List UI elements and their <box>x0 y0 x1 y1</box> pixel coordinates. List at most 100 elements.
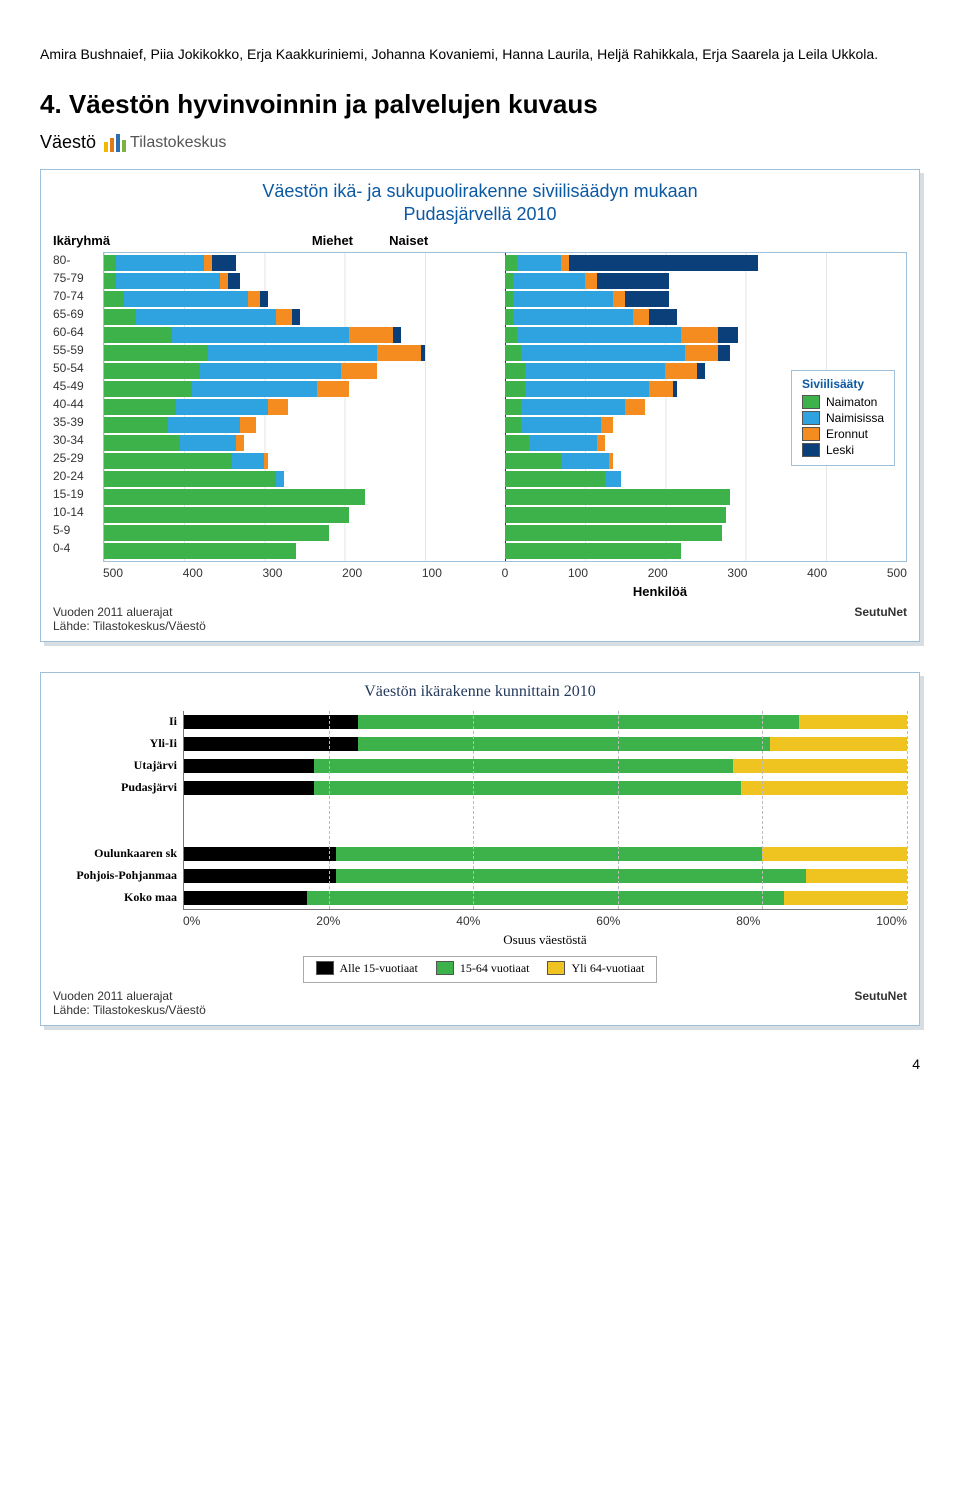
chart1-panel: Väestön ikä- ja sukupuolirakenne siviili… <box>40 169 920 642</box>
legend-label: Naimaton <box>826 395 877 409</box>
chart1-female-label: Naiset <box>389 233 428 248</box>
chart1-ylabel: 0-4 <box>53 540 103 556</box>
chart1-row <box>104 417 906 433</box>
chart1-ylabel: 50-54 <box>53 360 103 376</box>
tilastokeskus-logo: Tilastokeskus <box>104 134 226 152</box>
chart2-xtick: 60% <box>596 914 620 928</box>
legend-item: Alle 15-vuotiaat <box>316 961 418 976</box>
chart2-row <box>184 887 907 909</box>
chart1-row <box>104 381 906 397</box>
chart2-xtick: 0% <box>183 914 200 928</box>
chart1-ylabel: 30-34 <box>53 432 103 448</box>
chart1-row <box>104 543 906 559</box>
intro-paragraph: Amira Bushnaief, Piia Jokikokko, Erja Ka… <box>40 44 920 65</box>
chart2-ylabel: Pohjois-Pohjanmaa <box>53 865 183 887</box>
chart1-ylabel: 35-39 <box>53 414 103 430</box>
chart1-row <box>104 453 906 469</box>
chart1-legend: Siviilisääty Naimaton Naimisissa Eronnut Le… <box>791 370 895 466</box>
chart1-legend-title: Siviilisääty <box>802 377 884 391</box>
subsection-row: Väestö Tilastokeskus <box>40 132 920 153</box>
chart1-xtick: 0 <box>502 566 509 580</box>
chart1-ylabel: 25-29 <box>53 450 103 466</box>
chart1-xtick: 500 <box>887 566 907 580</box>
chart1-ylabels: 80-75-7970-7465-6960-6455-5950-5445-4940… <box>53 252 103 562</box>
legend-label: Naimisissa <box>826 411 884 425</box>
chart1-ylabel: 20-24 <box>53 468 103 484</box>
chart1-row <box>104 471 906 487</box>
chart2-ylabels: IiYli-IiUtajärviPudasjärviOulunkaaren sk… <box>53 711 183 910</box>
chart1-footer-l1: Vuoden 2011 aluerajat <box>53 605 206 619</box>
chart1-xtick: 100 <box>422 566 442 580</box>
legend-swatch <box>802 411 820 425</box>
legend-item: Naimaton <box>802 395 884 409</box>
legend-item: Eronnut <box>802 427 884 441</box>
chart1-male-label: Miehet <box>312 233 353 248</box>
chart2-xaxis: 0% 20% 40% 60% 80% 100% <box>183 914 907 928</box>
chart2-footer-l2: Lähde: Tilastokeskus/Väestö <box>53 1003 206 1017</box>
chart2-row <box>184 865 907 887</box>
chart2-legend: Alle 15-vuotiaat15-64 vuotiaatYli 64-vuo… <box>303 956 658 983</box>
chart1-plot-area <box>103 252 907 562</box>
chart2-title: Väestön ikärakenne kunnittain 2010 <box>53 683 907 701</box>
chart1-row <box>104 255 906 271</box>
chart2-row <box>184 733 907 755</box>
chart2-xtick: 20% <box>316 914 340 928</box>
chart1-row <box>104 345 906 361</box>
chart2-row <box>184 777 907 799</box>
chart1-title-l2: Pudasjärvellä 2010 <box>53 203 907 226</box>
chart1-row <box>104 525 906 541</box>
chart1-xtick: 200 <box>648 566 668 580</box>
chart1-xaxis-label: Henkilöä <box>413 584 907 599</box>
chart2-row <box>184 711 907 733</box>
chart1-row <box>104 327 906 343</box>
chart1-ylabel: 45-49 <box>53 378 103 394</box>
legend-swatch <box>802 443 820 457</box>
chart2-row <box>184 843 907 865</box>
chart2-xtick: 80% <box>736 914 760 928</box>
chart2-ylabel: Yli-Ii <box>53 733 183 755</box>
chart1-ylabel: 10-14 <box>53 504 103 520</box>
chart1-ylabel-header: Ikäryhmä <box>53 233 163 248</box>
chart2-footer-right: SeutuNet <box>854 989 907 1017</box>
legend-swatch <box>802 427 820 441</box>
chart2-ylabel: Oulunkaaren sk <box>53 843 183 865</box>
chart2-xaxis-label: Osuus väestöstä <box>183 932 907 948</box>
chart1-xtick: 200 <box>342 566 362 580</box>
legend-swatch <box>436 961 454 975</box>
chart1-row <box>104 363 906 379</box>
chart1-row <box>104 309 906 325</box>
chart1-xtick: 400 <box>183 566 203 580</box>
legend-label: Alle 15-vuotiaat <box>340 961 418 976</box>
chart1-row <box>104 399 906 415</box>
chart1-xtick: 100 <box>568 566 588 580</box>
chart1-ylabel: 40-44 <box>53 396 103 412</box>
subsection-label: Väestö <box>40 132 96 153</box>
chart1-footer-left: Vuoden 2011 aluerajat Lähde: Tilastokesk… <box>53 605 206 633</box>
legend-swatch <box>547 961 565 975</box>
chart1-male-header: Miehet Naiset <box>163 233 797 248</box>
legend-label: Eronnut <box>826 427 868 441</box>
chart1-ylabel: 70-74 <box>53 288 103 304</box>
chart1-ylabel: 5-9 <box>53 522 103 538</box>
chart1-xtick: 300 <box>262 566 282 580</box>
chart1-row <box>104 507 906 523</box>
chart2-panel: Väestön ikärakenne kunnittain 2010 IiYli… <box>40 672 920 1026</box>
chart1-ylabel: 15-19 <box>53 486 103 502</box>
chart1-title-l1: Väestön ikä- ja sukupuolirakenne siviili… <box>53 180 907 203</box>
legend-swatch <box>802 395 820 409</box>
legend-label: Leski <box>826 443 854 457</box>
chart1-row <box>104 273 906 289</box>
legend-item: Naimisissa <box>802 411 884 425</box>
legend-swatch <box>316 961 334 975</box>
chart2-plot-area <box>183 711 907 910</box>
chart1-footer-l2: Lähde: Tilastokeskus/Väestö <box>53 619 206 633</box>
chart1-xtick: 400 <box>807 566 827 580</box>
chart2-xtick: 40% <box>456 914 480 928</box>
page-number: 4 <box>40 1056 920 1072</box>
chart2-xtick: 100% <box>876 914 907 928</box>
chart2-ylabel: Utajärvi <box>53 755 183 777</box>
chart2-ylabel: Ii <box>53 711 183 733</box>
section-heading: 4. Väestön hyvinvoinnin ja palvelujen ku… <box>40 89 920 120</box>
chart2-row <box>184 755 907 777</box>
chart1-row <box>104 435 906 451</box>
